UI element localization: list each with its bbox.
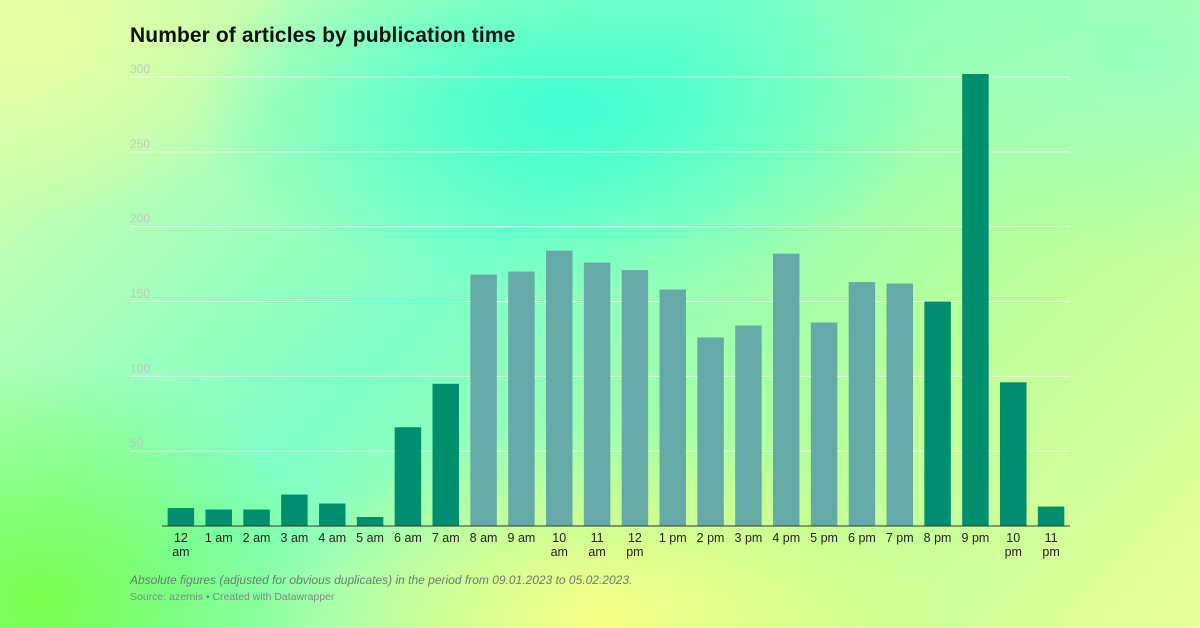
- bar-12-pm: [621, 270, 649, 526]
- bar-8-pm: [924, 301, 951, 526]
- x-tick-label: 1 am: [205, 531, 233, 545]
- chart-title: Number of articles by publication time: [130, 24, 516, 47]
- y-tick-label: 150: [130, 287, 150, 301]
- x-tick-label: 3 pm: [735, 531, 763, 545]
- bar-12-am: [167, 508, 195, 526]
- x-tick-label: 12 am: [172, 531, 189, 559]
- bar-6-pm: [848, 282, 876, 526]
- x-tick-label: 8 am: [470, 531, 498, 545]
- bar-1-am: [205, 509, 232, 526]
- bar-2-am: [243, 509, 270, 526]
- chart-note: Absolute figures (adjusted for obvious d…: [130, 573, 633, 587]
- x-tick-label: 10 pm: [1005, 531, 1022, 559]
- bar-6-am: [394, 427, 422, 526]
- y-tick-label: 300: [130, 62, 150, 76]
- bar-4-pm: [773, 253, 800, 526]
- y-tick-label: 200: [130, 212, 150, 226]
- x-tick-label: 7 pm: [886, 531, 914, 545]
- x-tick-label: 3 am: [281, 531, 309, 545]
- bar-9-pm: [962, 74, 989, 527]
- x-tick-label: 2 pm: [697, 531, 725, 545]
- x-tick-label: 11 pm: [1042, 531, 1059, 559]
- x-tick-label: 8 pm: [924, 531, 952, 545]
- bar-8-am: [470, 274, 497, 526]
- bar-10-pm: [1000, 382, 1027, 526]
- x-tick-label: 9 pm: [962, 531, 990, 545]
- x-tick-label: 10 am: [551, 531, 568, 559]
- x-tick-label: 12 pm: [626, 531, 643, 559]
- bar-2-pm: [697, 337, 724, 526]
- chart-source: Source: azernis • Created with Datawrapp…: [130, 591, 335, 603]
- y-tick-label: 100: [130, 361, 150, 375]
- x-tick-label: 2 am: [243, 531, 271, 545]
- x-tick-label: 11 am: [588, 531, 605, 559]
- x-tick-label: 6 pm: [848, 531, 876, 545]
- bar-10-am: [546, 250, 573, 526]
- x-tick-label: 7 am: [432, 531, 460, 545]
- x-tick-label: 4 pm: [772, 531, 800, 545]
- x-tick-label: 4 am: [318, 531, 346, 545]
- x-tick-label: 9 am: [508, 531, 536, 545]
- bar-3-pm: [735, 325, 762, 526]
- y-tick-label: 50: [130, 436, 144, 450]
- bar-11-am: [583, 262, 611, 526]
- bar-9-am: [508, 271, 535, 526]
- bars: [167, 74, 1065, 527]
- bar-5-pm: [810, 322, 838, 526]
- x-tick-label: 5 am: [356, 531, 384, 545]
- bar-3-am: [281, 494, 308, 526]
- y-tick-label: 250: [130, 137, 150, 151]
- x-tick-label: 5 pm: [810, 531, 838, 545]
- bar-5-am: [356, 517, 384, 526]
- bar-11-pm: [1037, 506, 1065, 526]
- tick-labels: 50 100 150 200 250 300 12 am 1 am 2 am 3 am 4 am 5 a…: [130, 62, 1060, 559]
- x-tick-label: 6 am: [394, 531, 422, 545]
- bar-4-am: [319, 503, 346, 526]
- bar-7-pm: [886, 283, 913, 526]
- x-tick-label: 1 pm: [659, 531, 687, 545]
- bar-1-pm: [659, 289, 686, 526]
- bar-7-am: [432, 383, 459, 526]
